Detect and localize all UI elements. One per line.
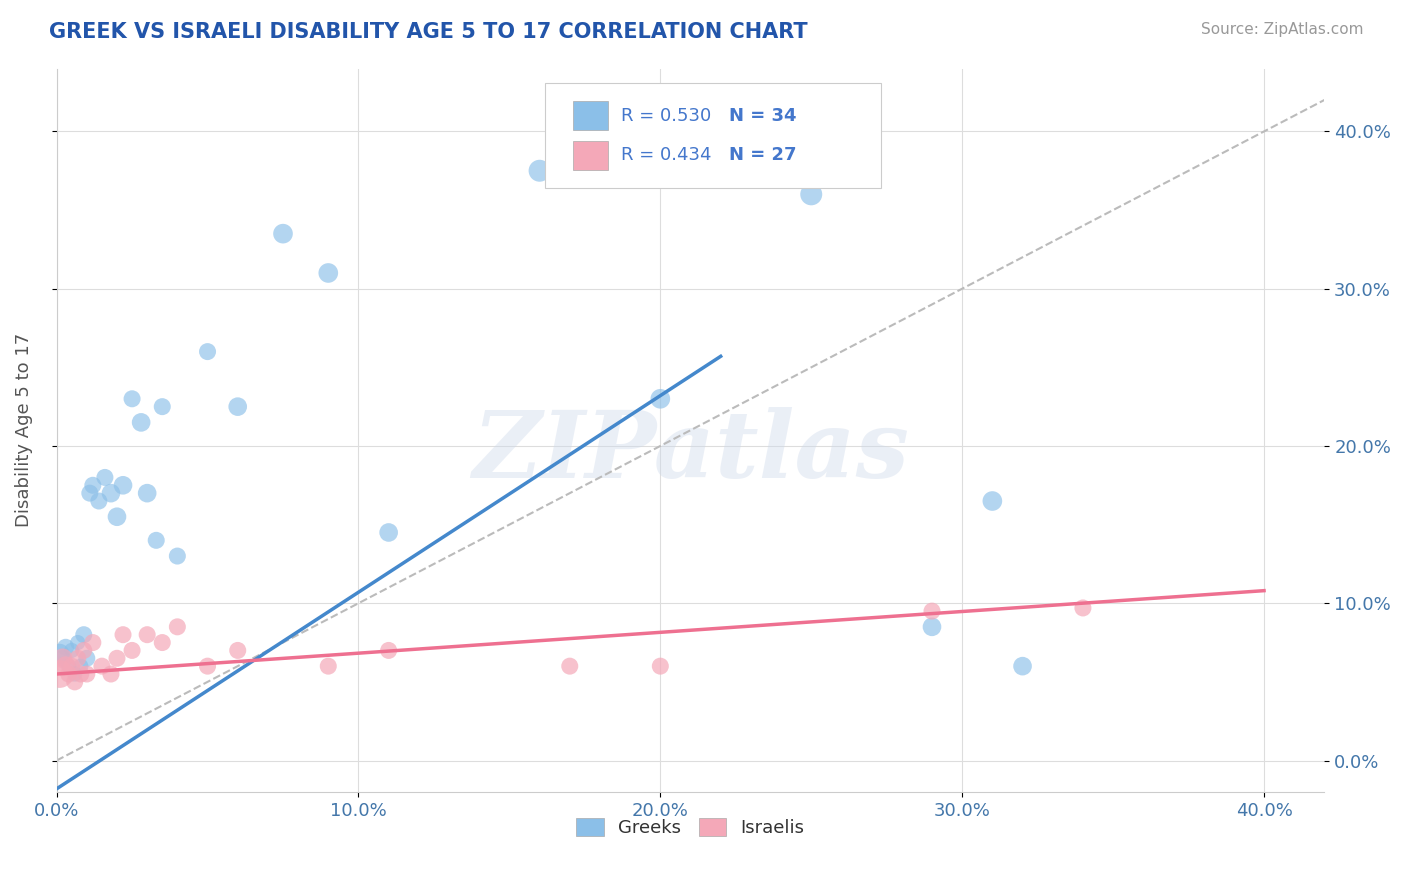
Point <box>82 635 104 649</box>
Point <box>100 486 122 500</box>
Text: R = 0.530: R = 0.530 <box>621 106 711 125</box>
Point <box>105 651 128 665</box>
Point <box>82 478 104 492</box>
Point <box>136 486 159 500</box>
Point <box>226 400 249 414</box>
Point <box>1071 601 1094 615</box>
Text: N = 27: N = 27 <box>728 146 796 164</box>
Point <box>73 628 96 642</box>
Point <box>166 620 188 634</box>
Text: N = 34: N = 34 <box>728 106 796 125</box>
Point <box>52 651 75 665</box>
Point <box>90 659 112 673</box>
Point <box>129 416 152 430</box>
Point <box>76 651 98 665</box>
Point <box>60 659 83 673</box>
Text: GREEK VS ISRAELI DISABILITY AGE 5 TO 17 CORRELATION CHART: GREEK VS ISRAELI DISABILITY AGE 5 TO 17 … <box>49 22 808 42</box>
Point <box>63 667 86 681</box>
Point <box>150 635 173 649</box>
Point <box>105 509 128 524</box>
Point <box>166 549 188 563</box>
Point <box>48 667 70 681</box>
Point <box>316 659 339 673</box>
Point <box>921 620 943 634</box>
Point <box>981 494 1004 508</box>
Point <box>48 647 70 661</box>
Point <box>55 640 77 655</box>
Point <box>52 651 75 665</box>
Point <box>58 659 80 673</box>
Point <box>66 635 89 649</box>
Point <box>111 478 134 492</box>
Text: R = 0.434: R = 0.434 <box>621 146 711 164</box>
Point <box>66 651 89 665</box>
Point <box>529 163 551 178</box>
Point <box>377 643 399 657</box>
Point <box>1011 659 1033 673</box>
Point <box>921 604 943 618</box>
Point <box>87 494 110 508</box>
Point <box>316 266 339 280</box>
Point <box>60 643 83 657</box>
Point <box>79 486 101 500</box>
Point <box>69 659 91 673</box>
Point <box>63 674 86 689</box>
Point <box>197 344 219 359</box>
Point <box>136 628 159 642</box>
Point <box>800 187 823 202</box>
Legend: Greeks, Israelis: Greeks, Israelis <box>569 811 811 845</box>
FancyBboxPatch shape <box>572 141 609 169</box>
Point <box>100 667 122 681</box>
FancyBboxPatch shape <box>544 83 880 188</box>
Point <box>650 659 672 673</box>
Point <box>76 667 98 681</box>
Point <box>73 643 96 657</box>
Point <box>55 659 77 673</box>
Point <box>94 470 117 484</box>
Text: ZIPatlas: ZIPatlas <box>472 407 910 497</box>
Point <box>58 667 80 681</box>
Point <box>226 643 249 657</box>
Text: Source: ZipAtlas.com: Source: ZipAtlas.com <box>1201 22 1364 37</box>
Point <box>558 659 581 673</box>
Point <box>150 400 173 414</box>
Y-axis label: Disability Age 5 to 17: Disability Age 5 to 17 <box>15 333 32 527</box>
Point <box>111 628 134 642</box>
Point <box>377 525 399 540</box>
Point <box>69 667 91 681</box>
Point <box>121 392 143 406</box>
Point <box>145 533 167 548</box>
Point <box>121 643 143 657</box>
Point <box>271 227 294 241</box>
Point <box>197 659 219 673</box>
FancyBboxPatch shape <box>572 101 609 130</box>
Point <box>650 392 672 406</box>
